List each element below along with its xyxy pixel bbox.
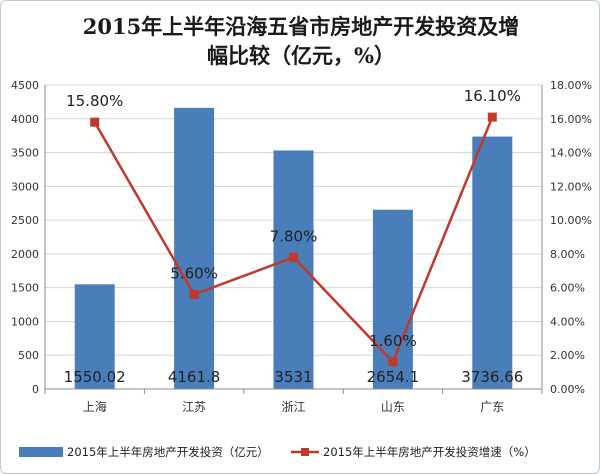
data-labels: 1550.02 4161.8 3531 2654.1 3736.66 15.80% 5.60… (64, 87, 524, 386)
y-left-tick-label: 1500 (11, 282, 39, 295)
y-right-tick-label: 14.00% (550, 147, 592, 160)
x-axis-category-label: 广东 (480, 400, 504, 414)
bar (472, 136, 513, 389)
y-right-tick-label: 8.00% (550, 248, 585, 261)
growth-marker (388, 357, 398, 367)
x-axis-category-label: 浙江 (281, 400, 305, 414)
growth-marker (189, 289, 199, 299)
legend-line-label: 2015年上半年房地产开发投资增速（%） (323, 445, 536, 459)
y-left-tick-label: 4500 (11, 79, 39, 92)
bar-value-label: 4161.8 (168, 368, 221, 386)
growth-value-label: 7.80% (270, 227, 318, 245)
chart-title-line-2: 幅比较（亿元，%） (207, 43, 395, 68)
y-right-tick-label: 6.00% (550, 282, 585, 295)
y-right-tick-label: 16.00% (550, 113, 592, 126)
legend-bar-swatch (19, 447, 63, 457)
y-right-tick-label: 4.00% (550, 315, 585, 328)
y-left-tick-label: 2000 (11, 248, 39, 261)
y-left-tick-label: 0 (32, 383, 39, 396)
y-left-tick-label: 1000 (11, 315, 39, 328)
y-right-tick-label: 2.00% (550, 349, 585, 362)
legend: 2015年上半年房地产开发投资（亿元） 2015年上半年房地产开发投资增速（%） (19, 445, 536, 459)
y-left-tick-label: 3500 (11, 147, 39, 160)
axes: 0 0.00% 500 2.00% 1000 4.00% 1500 6.00% 2000 8.00… (11, 79, 592, 414)
growth-value-label: 16.10% (464, 87, 521, 105)
growth-value-label: 1.60% (369, 332, 417, 350)
y-left-tick-label: 2500 (11, 214, 39, 227)
legend-bar-label: 2015年上半年房地产开发投资（亿元） (67, 445, 269, 459)
y-right-tick-label: 0.00% (550, 383, 585, 396)
y-left-tick-label: 500 (18, 349, 39, 362)
bar-value-label: 3736.66 (461, 368, 523, 386)
growth-marker (90, 117, 100, 127)
bar (74, 284, 115, 389)
growth-marker (289, 252, 298, 262)
bar-series (74, 107, 513, 389)
y-right-tick-label: 12.00% (550, 180, 592, 193)
y-right-tick-label: 18.00% (550, 79, 592, 92)
bar-value-label: 3531 (274, 368, 312, 386)
growth-value-label: 15.80% (66, 92, 123, 110)
line-series (90, 112, 497, 367)
bar (273, 150, 314, 389)
chart-title-line-1: 2015年上半年沿海五省市房地产开发投资及增 (83, 14, 519, 39)
x-axis-category-label: 江苏 (182, 400, 206, 414)
growth-marker (487, 112, 497, 122)
y-left-tick-label: 3000 (11, 180, 39, 193)
bar (174, 107, 215, 389)
x-axis-category-label: 上海 (83, 399, 107, 414)
growth-value-label: 5.60% (170, 264, 218, 282)
y-right-tick-label: 10.00% (550, 214, 592, 227)
bar-value-label: 2654.1 (367, 368, 420, 386)
y-left-tick-label: 4000 (11, 113, 39, 126)
bar-value-label: 1550.02 (64, 368, 126, 386)
legend-line-marker (301, 448, 309, 456)
x-axis-category-label: 山东 (381, 400, 405, 414)
